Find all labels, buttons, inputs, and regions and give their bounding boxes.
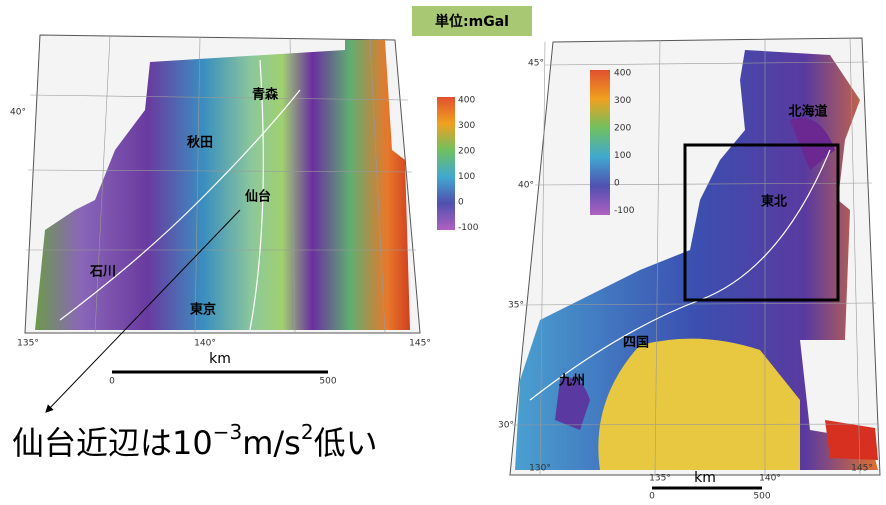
colorbar-tick: 200	[458, 147, 475, 157]
lon-label: 135°	[17, 339, 39, 349]
place-label: 北海道	[788, 104, 827, 120]
caption-text: 低い	[314, 424, 378, 462]
lon-label: 145°	[851, 464, 873, 474]
caption-text: m/s	[242, 424, 301, 462]
lon-label: 140°	[194, 339, 216, 349]
colorbar-tick: -100	[458, 223, 479, 233]
left-scale-0: 0	[109, 377, 115, 387]
lat-label: 40°	[10, 108, 26, 118]
slide: 単位:mGal km 0 500 km 0 500 仙台近辺は10−3m/s2低…	[0, 0, 886, 501]
left-scale-unit: km	[209, 351, 231, 367]
caption-sup: 2	[301, 420, 314, 444]
right-scale-unit: km	[694, 470, 716, 486]
place-label: 仙台	[245, 189, 271, 205]
colorbar-tick: 0	[614, 179, 620, 189]
colorbar-tick: 300	[614, 96, 631, 106]
left-colorbar	[437, 97, 455, 230]
right-colorbar	[590, 70, 610, 215]
lon-label: 135°	[649, 474, 671, 484]
lat-label: 40°	[518, 181, 534, 191]
colorbar-tick: 0	[458, 198, 464, 208]
place-label: 東北	[761, 194, 787, 210]
left-scale-500: 500	[319, 377, 336, 387]
lat-label: 45°	[528, 59, 544, 69]
right-scale-0: 0	[649, 492, 655, 502]
lat-label: 35°	[508, 301, 524, 311]
caption: 仙台近辺は10−3m/s2低い	[12, 420, 378, 463]
place-label: 九州	[558, 374, 585, 389]
lon-label: 140°	[759, 474, 781, 484]
colorbar-tick: 200	[614, 124, 631, 134]
colorbar-tick: 100	[614, 151, 631, 161]
left-map	[25, 35, 420, 333]
unit-label: 単位:mGal	[435, 13, 509, 30]
lon-label: 130°	[529, 464, 551, 474]
colorbar-tick: 400	[458, 96, 475, 106]
place-label: 石川	[89, 265, 116, 280]
colorbar-tick: 300	[458, 121, 475, 131]
colorbar-tick: 100	[458, 172, 475, 182]
colorbar-tick: 400	[614, 69, 631, 79]
lat-label: 30°	[498, 421, 514, 431]
place-label: 青森	[252, 87, 279, 103]
place-label: 秋田	[187, 135, 213, 151]
right-scale-500: 500	[753, 492, 770, 502]
colorbar-tick: -100	[614, 206, 635, 216]
lon-label: 145°	[409, 339, 431, 349]
caption-text: 仙台近辺は10	[12, 424, 213, 462]
place-label: 東京	[190, 302, 216, 318]
caption-sup: −3	[213, 420, 242, 444]
place-label: 四国	[623, 336, 649, 351]
